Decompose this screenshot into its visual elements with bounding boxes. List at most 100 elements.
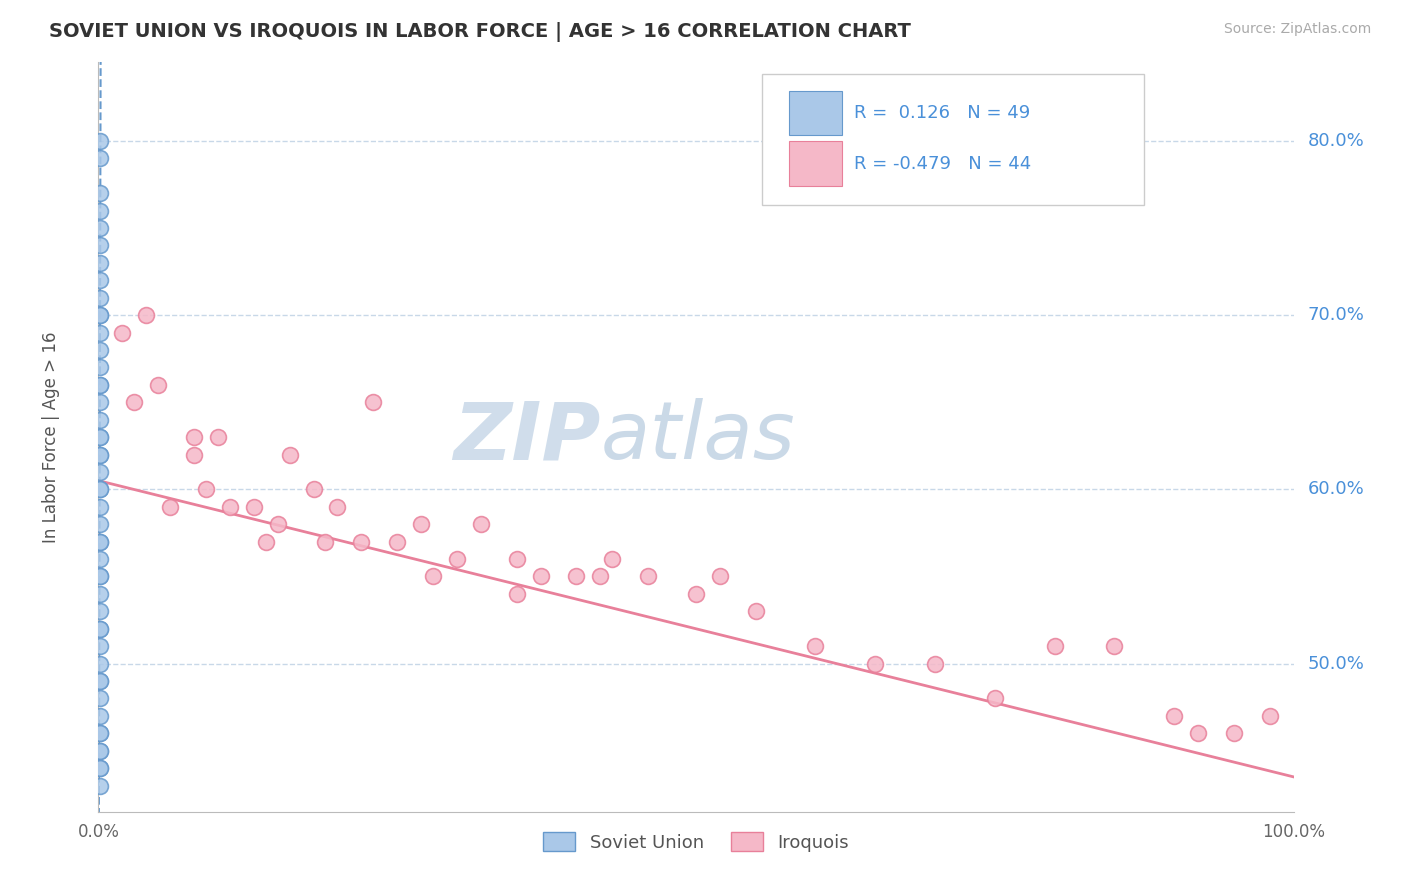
Point bbox=[422, 569, 444, 583]
Point bbox=[89, 622, 111, 636]
Point bbox=[363, 395, 385, 409]
Text: R = -0.479   N = 44: R = -0.479 N = 44 bbox=[853, 154, 1031, 172]
Point bbox=[89, 430, 111, 444]
Text: 60.0%: 60.0% bbox=[1308, 481, 1365, 499]
Point bbox=[89, 256, 111, 270]
Point bbox=[89, 186, 111, 201]
Point bbox=[89, 709, 111, 723]
Point bbox=[637, 569, 659, 583]
Point bbox=[302, 483, 325, 497]
Point bbox=[278, 448, 301, 462]
Point bbox=[159, 500, 181, 514]
Point bbox=[89, 238, 111, 252]
Point bbox=[89, 465, 111, 479]
Point bbox=[89, 430, 111, 444]
Point bbox=[89, 639, 111, 653]
Text: 50.0%: 50.0% bbox=[1308, 655, 1365, 673]
Point bbox=[89, 552, 111, 566]
Point bbox=[89, 448, 111, 462]
Point bbox=[589, 569, 612, 583]
Point bbox=[89, 500, 111, 514]
Point bbox=[148, 377, 170, 392]
Point bbox=[385, 534, 409, 549]
Point bbox=[865, 657, 887, 671]
Point bbox=[89, 151, 111, 165]
Point bbox=[89, 534, 111, 549]
Point bbox=[1187, 726, 1209, 740]
Point bbox=[219, 500, 242, 514]
Point bbox=[89, 657, 111, 671]
Point bbox=[1258, 709, 1281, 723]
Point bbox=[89, 534, 111, 549]
Point bbox=[506, 552, 529, 566]
Point bbox=[89, 726, 111, 740]
Point bbox=[89, 377, 111, 392]
Point bbox=[89, 203, 111, 218]
Point bbox=[89, 412, 111, 426]
FancyBboxPatch shape bbox=[762, 74, 1144, 205]
Text: SOVIET UNION VS IROQUOIS IN LABOR FORCE | AGE > 16 CORRELATION CHART: SOVIET UNION VS IROQUOIS IN LABOR FORCE … bbox=[49, 22, 911, 42]
Point bbox=[124, 395, 146, 409]
Point bbox=[350, 534, 373, 549]
Point bbox=[89, 343, 111, 357]
Point bbox=[89, 761, 111, 775]
Point bbox=[89, 291, 111, 305]
Point bbox=[89, 308, 111, 322]
Point bbox=[924, 657, 946, 671]
Point bbox=[1104, 639, 1126, 653]
Point bbox=[89, 308, 111, 322]
Point bbox=[89, 779, 111, 793]
Point bbox=[89, 134, 111, 148]
Point bbox=[89, 744, 111, 758]
Point bbox=[984, 691, 1007, 706]
Point bbox=[243, 500, 266, 514]
Point bbox=[207, 430, 229, 444]
Point bbox=[602, 552, 624, 566]
Point bbox=[326, 500, 349, 514]
Text: atlas: atlas bbox=[600, 398, 796, 476]
Point bbox=[89, 395, 111, 409]
Point bbox=[89, 273, 111, 287]
Text: 80.0%: 80.0% bbox=[1308, 132, 1365, 150]
Point bbox=[89, 604, 111, 618]
Point bbox=[446, 552, 468, 566]
Point bbox=[89, 569, 111, 583]
Legend: Soviet Union, Iroquois: Soviet Union, Iroquois bbox=[536, 825, 856, 859]
Text: In Labor Force | Age > 16: In Labor Force | Age > 16 bbox=[42, 331, 59, 543]
Point bbox=[565, 569, 588, 583]
Point bbox=[315, 534, 337, 549]
Point bbox=[745, 604, 768, 618]
Point bbox=[89, 483, 111, 497]
Point bbox=[89, 448, 111, 462]
Point bbox=[1223, 726, 1246, 740]
Point bbox=[411, 517, 433, 532]
Point bbox=[1043, 639, 1066, 653]
Text: 70.0%: 70.0% bbox=[1308, 306, 1365, 324]
Point bbox=[89, 569, 111, 583]
Point bbox=[89, 673, 111, 688]
FancyBboxPatch shape bbox=[789, 91, 842, 135]
Point bbox=[267, 517, 290, 532]
Point bbox=[804, 639, 827, 653]
Point bbox=[89, 726, 111, 740]
Point bbox=[89, 587, 111, 601]
Point bbox=[89, 691, 111, 706]
Point bbox=[709, 569, 731, 583]
Point bbox=[530, 569, 553, 583]
Point bbox=[254, 534, 277, 549]
Point bbox=[470, 517, 492, 532]
Point bbox=[89, 326, 111, 340]
Text: Source: ZipAtlas.com: Source: ZipAtlas.com bbox=[1223, 22, 1371, 37]
Point bbox=[89, 622, 111, 636]
Point bbox=[135, 308, 157, 322]
Point bbox=[183, 448, 205, 462]
Text: R =  0.126   N = 49: R = 0.126 N = 49 bbox=[853, 103, 1031, 121]
Point bbox=[506, 587, 529, 601]
Point bbox=[111, 326, 134, 340]
Text: ZIP: ZIP bbox=[453, 398, 600, 476]
Point bbox=[1163, 709, 1185, 723]
Point bbox=[183, 430, 205, 444]
Point bbox=[89, 377, 111, 392]
Point bbox=[89, 360, 111, 375]
FancyBboxPatch shape bbox=[789, 142, 842, 186]
